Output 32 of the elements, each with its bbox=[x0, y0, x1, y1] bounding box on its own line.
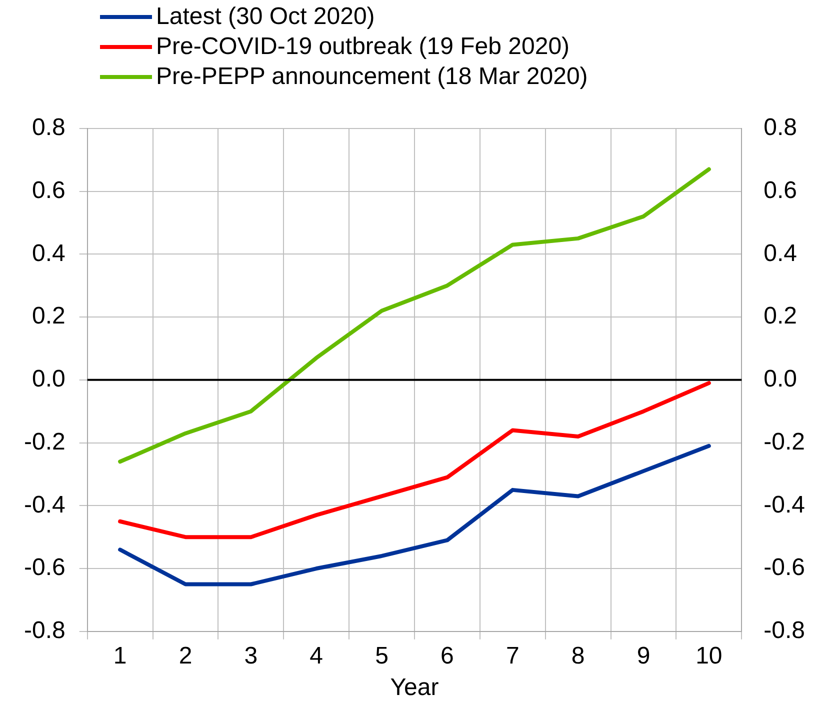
y2-tick-label: 0.2 bbox=[764, 302, 798, 330]
x-tick-label: 3 bbox=[244, 642, 258, 670]
y-tick-label: 0.2 bbox=[32, 302, 66, 330]
y-tick-label: -0.6 bbox=[24, 554, 66, 582]
x-tick-label: 8 bbox=[571, 642, 585, 670]
x-tick-label: 10 bbox=[696, 642, 722, 670]
y-tick-label: 0.4 bbox=[32, 240, 66, 267]
y2-tick-label: 0.4 bbox=[764, 240, 798, 267]
x-tick-label: 9 bbox=[636, 642, 650, 670]
y2-tick-label: 0.6 bbox=[764, 176, 798, 204]
y2-tick-label: -0.4 bbox=[764, 491, 806, 518]
x-tick-label: 5 bbox=[375, 642, 388, 670]
x-tick-label: 6 bbox=[440, 642, 454, 670]
legend-label: Pre-PEPP announcement (18 Mar 2020) bbox=[156, 62, 588, 92]
y2-tick-label: -0.6 bbox=[764, 554, 806, 582]
y2-tick-label: 0.8 bbox=[764, 114, 798, 142]
y2-tick-label: -0.2 bbox=[764, 428, 806, 456]
y-tick-label: 0.6 bbox=[32, 176, 66, 204]
y-tick-label: -0.8 bbox=[24, 617, 66, 644]
y-tick-label: -0.4 bbox=[24, 491, 66, 518]
x-tick-label: 7 bbox=[506, 642, 520, 670]
legend-label: Pre-COVID-19 outbreak (19 Feb 2020) bbox=[156, 32, 570, 62]
legend-label: Latest (30 Oct 2020) bbox=[156, 2, 375, 32]
x-tick-label: 4 bbox=[310, 642, 324, 670]
y-tick-label: 0.0 bbox=[32, 366, 66, 393]
y2-tick-label: 0.0 bbox=[764, 366, 798, 393]
y-tick-label: -0.2 bbox=[24, 428, 66, 456]
y-tick-label: 0.8 bbox=[32, 114, 66, 142]
y2-tick-label: -0.8 bbox=[764, 617, 806, 644]
x-axis-title: Year bbox=[390, 674, 439, 702]
x-tick-label: 2 bbox=[178, 642, 192, 670]
x-tick-label: 1 bbox=[113, 642, 127, 670]
